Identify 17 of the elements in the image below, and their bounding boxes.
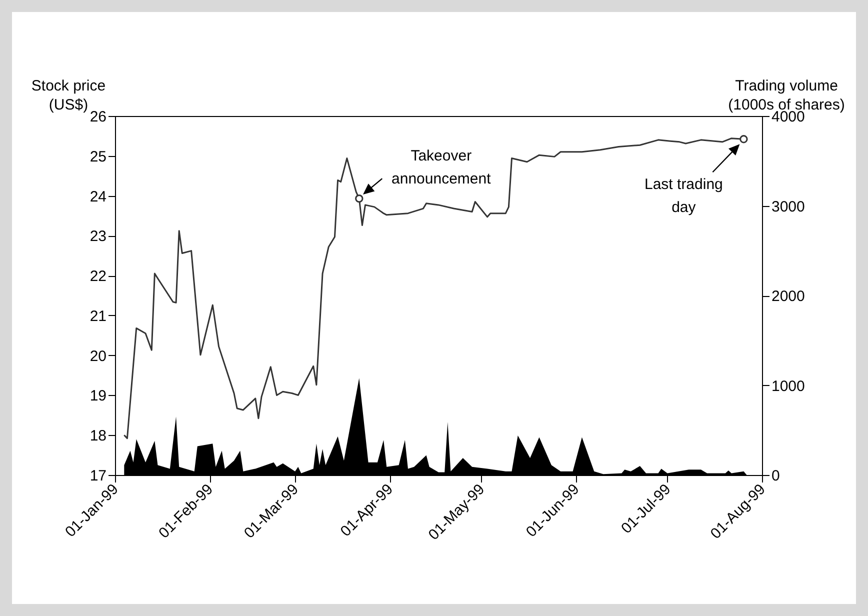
y2-tick-label: 3000: [772, 198, 805, 216]
annotation: Last trading day: [644, 176, 723, 216]
y-tick-label: 19: [90, 388, 106, 405]
annotation: Takeover announcement: [392, 148, 492, 188]
y2-tick-label: 1000: [772, 378, 805, 395]
y-tick-label: 21: [90, 308, 106, 325]
y-tick-label: 22: [90, 268, 106, 286]
y-tick-label: 23: [90, 228, 106, 246]
y-tick-label: 20: [90, 348, 106, 365]
y-tick-label: 18: [90, 428, 106, 445]
y-tick-label: 17: [90, 468, 106, 484]
y-tick-label: 25: [90, 148, 106, 166]
y2-tick-label: 2000: [772, 288, 805, 305]
y2-tick-label: 4000: [772, 108, 805, 126]
y-tick-label: 26: [90, 108, 106, 126]
y-tick-label: 24: [90, 188, 106, 206]
y2-tick-label: 0: [772, 468, 780, 484]
